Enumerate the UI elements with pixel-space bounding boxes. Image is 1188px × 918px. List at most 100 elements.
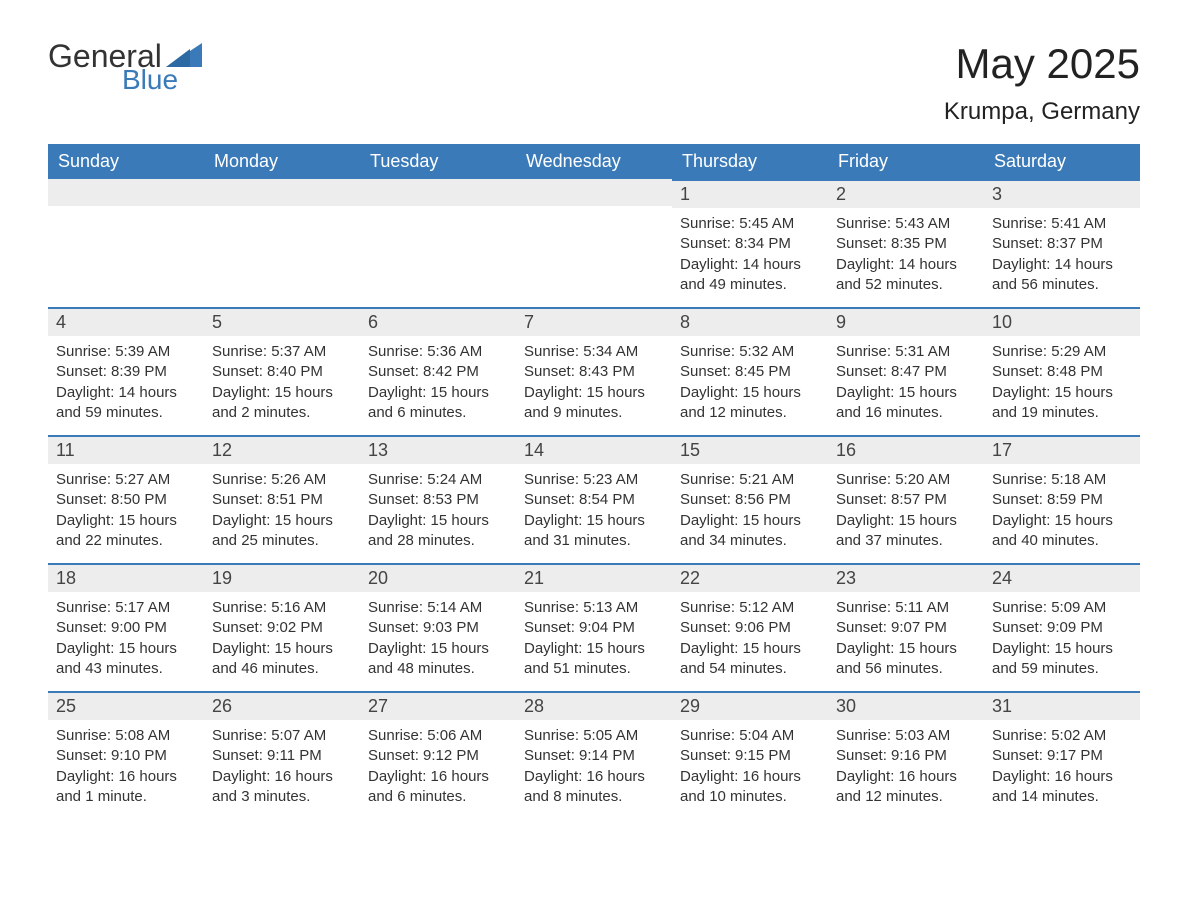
sunrise-line: Sunrise: 5:41 AM [992, 214, 1132, 234]
sunset-line: Sunset: 8:50 PM [56, 490, 196, 510]
sunset-line: Sunset: 9:09 PM [992, 618, 1132, 638]
daylight-line: Daylight: 15 hours and 46 minutes. [212, 639, 352, 680]
day-details: Sunrise: 5:02 AMSunset: 9:17 PMDaylight:… [984, 720, 1140, 817]
daylight-line: Daylight: 15 hours and 54 minutes. [680, 639, 820, 680]
sunset-line: Sunset: 8:56 PM [680, 490, 820, 510]
day-number: 17 [984, 437, 1140, 464]
day-number: 22 [672, 565, 828, 592]
day-details: Sunrise: 5:05 AMSunset: 9:14 PMDaylight:… [516, 720, 672, 817]
calendar-row: 1Sunrise: 5:45 AMSunset: 8:34 PMDaylight… [48, 179, 1140, 307]
daylight-line: Daylight: 16 hours and 12 minutes. [836, 767, 976, 808]
day-details: Sunrise: 5:41 AMSunset: 8:37 PMDaylight:… [984, 208, 1140, 305]
title-block: May 2025 Krumpa, Germany [944, 40, 1140, 126]
day-number: 23 [828, 565, 984, 592]
day-number: 5 [204, 309, 360, 336]
daylight-line: Daylight: 16 hours and 3 minutes. [212, 767, 352, 808]
weekday-header: Monday [204, 144, 360, 179]
day-number: 24 [984, 565, 1140, 592]
daylight-line: Daylight: 14 hours and 49 minutes. [680, 255, 820, 296]
calendar-cell: 23Sunrise: 5:11 AMSunset: 9:07 PMDayligh… [828, 563, 984, 691]
calendar-cell: 6Sunrise: 5:36 AMSunset: 8:42 PMDaylight… [360, 307, 516, 435]
sunset-line: Sunset: 9:03 PM [368, 618, 508, 638]
day-details: Sunrise: 5:16 AMSunset: 9:02 PMDaylight:… [204, 592, 360, 689]
month-title: May 2025 [944, 40, 1140, 88]
sunrise-line: Sunrise: 5:06 AM [368, 726, 508, 746]
day-details: Sunrise: 5:13 AMSunset: 9:04 PMDaylight:… [516, 592, 672, 689]
daylight-line: Daylight: 15 hours and 6 minutes. [368, 383, 508, 424]
sunrise-line: Sunrise: 5:05 AM [524, 726, 664, 746]
sunset-line: Sunset: 9:11 PM [212, 746, 352, 766]
sunrise-line: Sunrise: 5:36 AM [368, 342, 508, 362]
day-details: Sunrise: 5:18 AMSunset: 8:59 PMDaylight:… [984, 464, 1140, 561]
sunrise-line: Sunrise: 5:31 AM [836, 342, 976, 362]
logo-text-blue: Blue [122, 66, 202, 94]
day-details: Sunrise: 5:09 AMSunset: 9:09 PMDaylight:… [984, 592, 1140, 689]
calendar-row: 4Sunrise: 5:39 AMSunset: 8:39 PMDaylight… [48, 307, 1140, 435]
daylight-line: Daylight: 15 hours and 28 minutes. [368, 511, 508, 552]
daylight-line: Daylight: 15 hours and 25 minutes. [212, 511, 352, 552]
weekday-header: Sunday [48, 144, 204, 179]
calendar-cell: 20Sunrise: 5:14 AMSunset: 9:03 PMDayligh… [360, 563, 516, 691]
calendar-body: 1Sunrise: 5:45 AMSunset: 8:34 PMDaylight… [48, 179, 1140, 819]
day-number: 27 [360, 693, 516, 720]
sunset-line: Sunset: 8:35 PM [836, 234, 976, 254]
daylight-line: Daylight: 16 hours and 14 minutes. [992, 767, 1132, 808]
calendar-table: SundayMondayTuesdayWednesdayThursdayFrid… [48, 144, 1140, 819]
calendar-cell: 18Sunrise: 5:17 AMSunset: 9:00 PMDayligh… [48, 563, 204, 691]
day-details: Sunrise: 5:08 AMSunset: 9:10 PMDaylight:… [48, 720, 204, 817]
calendar-cell: 7Sunrise: 5:34 AMSunset: 8:43 PMDaylight… [516, 307, 672, 435]
day-number: 26 [204, 693, 360, 720]
calendar-cell: 17Sunrise: 5:18 AMSunset: 8:59 PMDayligh… [984, 435, 1140, 563]
sunrise-line: Sunrise: 5:08 AM [56, 726, 196, 746]
calendar-cell: 29Sunrise: 5:04 AMSunset: 9:15 PMDayligh… [672, 691, 828, 819]
sunrise-line: Sunrise: 5:27 AM [56, 470, 196, 490]
day-details: Sunrise: 5:06 AMSunset: 9:12 PMDaylight:… [360, 720, 516, 817]
day-details: Sunrise: 5:26 AMSunset: 8:51 PMDaylight:… [204, 464, 360, 561]
daylight-line: Daylight: 15 hours and 43 minutes. [56, 639, 196, 680]
sunrise-line: Sunrise: 5:14 AM [368, 598, 508, 618]
sunrise-line: Sunrise: 5:21 AM [680, 470, 820, 490]
daylight-line: Daylight: 15 hours and 16 minutes. [836, 383, 976, 424]
sunrise-line: Sunrise: 5:32 AM [680, 342, 820, 362]
daylight-line: Daylight: 15 hours and 48 minutes. [368, 639, 508, 680]
sunset-line: Sunset: 8:45 PM [680, 362, 820, 382]
day-details: Sunrise: 5:34 AMSunset: 8:43 PMDaylight:… [516, 336, 672, 433]
daylight-line: Daylight: 15 hours and 22 minutes. [56, 511, 196, 552]
weekday-header: Wednesday [516, 144, 672, 179]
daylight-line: Daylight: 16 hours and 8 minutes. [524, 767, 664, 808]
day-number: 21 [516, 565, 672, 592]
calendar-cell: 19Sunrise: 5:16 AMSunset: 9:02 PMDayligh… [204, 563, 360, 691]
sunset-line: Sunset: 8:42 PM [368, 362, 508, 382]
sunset-line: Sunset: 8:57 PM [836, 490, 976, 510]
calendar-cell: 8Sunrise: 5:32 AMSunset: 8:45 PMDaylight… [672, 307, 828, 435]
calendar-cell: 31Sunrise: 5:02 AMSunset: 9:17 PMDayligh… [984, 691, 1140, 819]
day-details: Sunrise: 5:31 AMSunset: 8:47 PMDaylight:… [828, 336, 984, 433]
sunset-line: Sunset: 9:14 PM [524, 746, 664, 766]
sunset-line: Sunset: 9:10 PM [56, 746, 196, 766]
calendar-cell: 27Sunrise: 5:06 AMSunset: 9:12 PMDayligh… [360, 691, 516, 819]
sunset-line: Sunset: 8:40 PM [212, 362, 352, 382]
day-details: Sunrise: 5:04 AMSunset: 9:15 PMDaylight:… [672, 720, 828, 817]
calendar-cell: 28Sunrise: 5:05 AMSunset: 9:14 PMDayligh… [516, 691, 672, 819]
sunrise-line: Sunrise: 5:18 AM [992, 470, 1132, 490]
calendar-cell: 3Sunrise: 5:41 AMSunset: 8:37 PMDaylight… [984, 179, 1140, 307]
day-details: Sunrise: 5:14 AMSunset: 9:03 PMDaylight:… [360, 592, 516, 689]
sunset-line: Sunset: 9:04 PM [524, 618, 664, 638]
sunrise-line: Sunrise: 5:43 AM [836, 214, 976, 234]
calendar-cell [204, 179, 360, 307]
day-number: 14 [516, 437, 672, 464]
day-number: 4 [48, 309, 204, 336]
sunset-line: Sunset: 9:00 PM [56, 618, 196, 638]
calendar-cell: 10Sunrise: 5:29 AMSunset: 8:48 PMDayligh… [984, 307, 1140, 435]
page-header: General Blue May 2025 Krumpa, Germany [48, 40, 1140, 126]
day-details: Sunrise: 5:27 AMSunset: 8:50 PMDaylight:… [48, 464, 204, 561]
location: Krumpa, Germany [944, 98, 1140, 126]
day-details: Sunrise: 5:37 AMSunset: 8:40 PMDaylight:… [204, 336, 360, 433]
daylight-line: Daylight: 15 hours and 2 minutes. [212, 383, 352, 424]
day-number: 29 [672, 693, 828, 720]
sunrise-line: Sunrise: 5:04 AM [680, 726, 820, 746]
calendar-row: 18Sunrise: 5:17 AMSunset: 9:00 PMDayligh… [48, 563, 1140, 691]
calendar-cell: 2Sunrise: 5:43 AMSunset: 8:35 PMDaylight… [828, 179, 984, 307]
day-number: 1 [672, 181, 828, 208]
weekday-header: Thursday [672, 144, 828, 179]
